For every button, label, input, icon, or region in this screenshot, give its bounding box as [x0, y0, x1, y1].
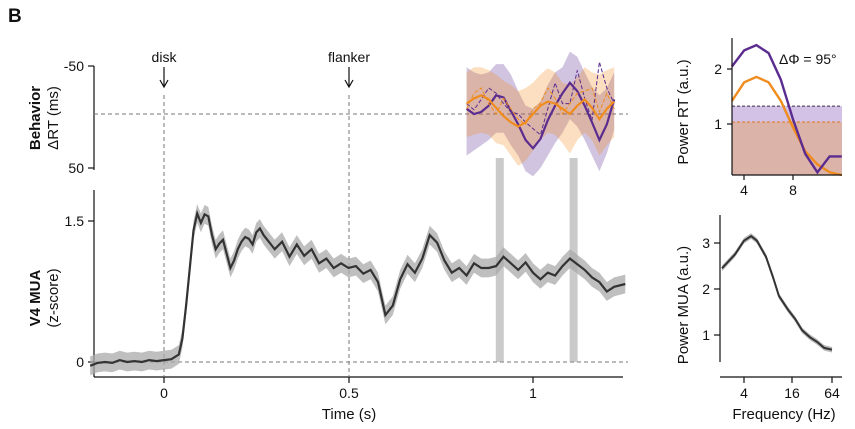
power-mua-ylabel: Power MUA (a.u.) — [675, 246, 692, 364]
disk-annotation: disk — [152, 49, 178, 65]
power-rt-ylabel: Power RT (a.u.) — [675, 59, 692, 164]
power-rt-xtick-label: 4 — [740, 182, 748, 198]
power-mua-ytick-label: 3 — [702, 235, 710, 251]
behavior-purple-raw-line — [466, 61, 615, 136]
power-rt-ytick-label: 2 — [714, 61, 722, 77]
power-rt-orange-threshold-area — [732, 122, 842, 175]
power-rt-xtick-label: 8 — [789, 182, 797, 198]
mua-ytick-label: 1.5 — [65, 213, 85, 229]
mua-xlabel: Time (s) — [322, 406, 376, 423]
power-mua-xlabel: Frequency (Hz) — [732, 406, 835, 423]
mua-xtick-label: 1 — [529, 385, 537, 401]
mua-mean-line — [89, 209, 626, 367]
behavior-ylabel-unit: ΔRT (ms) — [45, 86, 62, 150]
power-rt-panel: Power RT (a.u.) 1 2 4 8 ΔΦ = 95° — [675, 38, 843, 198]
disk-arrow-icon — [159, 67, 169, 89]
flanker-arrow-icon — [344, 67, 354, 89]
power-mua-xtick-label: 16 — [784, 385, 800, 401]
phase-diff-annotation: ΔΦ = 95° — [779, 51, 837, 67]
behavior-orange-fit-line — [465, 94, 615, 128]
behavior-orange-raw-line — [466, 87, 615, 126]
power-mua-ytick-label: 2 — [702, 281, 710, 297]
mua-ylabel-bold: V4 MUA — [27, 270, 44, 327]
behavior-purple-band — [466, 51, 615, 177]
power-mua-xtick-label: 4 — [740, 385, 748, 401]
power-mua-xtick-label: 64 — [824, 385, 840, 401]
mua-ylabel-unit: (z-score) — [45, 268, 62, 327]
power-mua-panel: Power MUA (a.u.) 1 2 3 4 16 64 Frequency… — [675, 215, 842, 423]
mua-ytick-label: 0 — [76, 354, 84, 370]
power-rt-orange-curve — [730, 75, 843, 177]
mua-xtick-label: 0.5 — [339, 385, 359, 401]
behavior-ylabel-bold: Behavior — [27, 86, 44, 150]
mua-panel: V4 MUA (z-score) 0 1.5 0 0.5 1 Time (s) — [27, 95, 628, 423]
power-mua-ytick-label: 1 — [702, 327, 710, 343]
panel-label: B — [8, 6, 22, 27]
mua-xtick-label: 0 — [160, 385, 168, 401]
power-mua-curve — [721, 234, 833, 351]
flanker-annotation: flanker — [328, 49, 370, 65]
behavior-ytick-label: 50 — [68, 160, 84, 176]
power-rt-ytick-label: 1 — [714, 116, 722, 132]
behavior-ytick-label: -50 — [64, 58, 84, 74]
behavior-panel: Behavior ΔRT (ms) -50 50 disk flanker — [27, 49, 628, 177]
power-rt-purple-curve — [731, 43, 842, 175]
mua-error-band — [90, 204, 626, 376]
